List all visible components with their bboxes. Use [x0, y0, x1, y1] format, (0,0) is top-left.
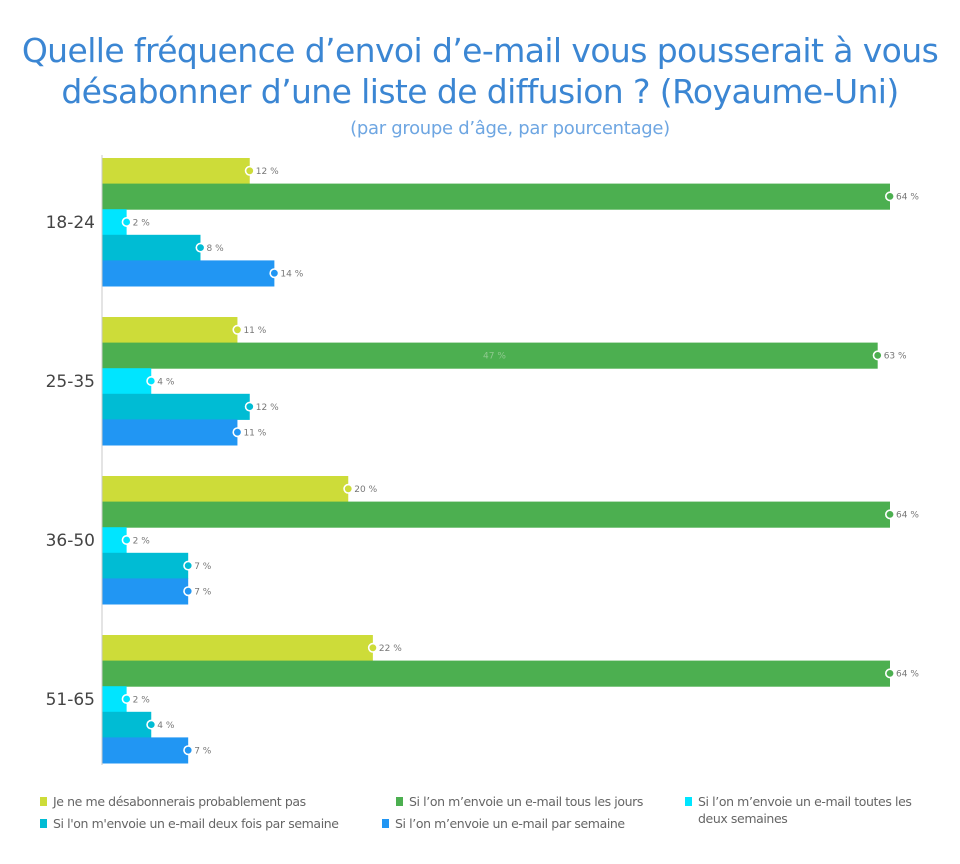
bar-36-50-series-3[interactable] — [102, 552, 189, 579]
data-point-marker — [121, 693, 132, 704]
bar-51-65-series-4[interactable] — [102, 737, 189, 764]
bar-18-24-series-4[interactable] — [102, 260, 275, 287]
data-label: 4 % — [157, 377, 175, 387]
legend-item[interactable]: Si l'on m'envoie un e-mail deux fois par… — [40, 815, 339, 832]
data-label: 8 % — [207, 244, 225, 254]
legend-item[interactable]: Si l’on m’envoie un e-mail par semaine — [382, 815, 625, 832]
data-label: 2 % — [133, 695, 151, 705]
y-tick-label: 36-50 — [46, 531, 95, 551]
legend-swatch — [382, 819, 389, 828]
bar-36-50-series-0[interactable] — [102, 476, 349, 503]
annotation-label: 47 % — [483, 351, 506, 361]
data-point-marker — [884, 509, 895, 520]
chart-title-line-2: désabonner d’une liste de diffusion ? (R… — [61, 72, 899, 111]
data-point-marker — [146, 375, 157, 386]
legend-swatch — [40, 819, 47, 828]
data-point-marker — [884, 668, 895, 679]
data-point-marker — [183, 586, 194, 597]
data-point-marker — [195, 242, 206, 253]
data-label: 7 % — [194, 747, 212, 757]
legend-item[interactable]: Si l’on m’envoie un e-mail tous les jour… — [396, 793, 643, 810]
data-point-marker — [232, 324, 243, 335]
bar-25-35-series-0[interactable] — [102, 317, 238, 344]
legend-label: Si l'on m'envoie un e-mail deux fois par… — [53, 816, 339, 831]
data-label: 22 % — [379, 644, 402, 654]
data-label: 12 % — [256, 167, 279, 177]
bars-layer — [102, 158, 890, 764]
data-label: 7 % — [194, 562, 212, 572]
legend-swatch — [685, 797, 692, 806]
data-point-marker — [367, 642, 378, 653]
data-label: 7 % — [194, 588, 212, 598]
data-label: 64 % — [896, 193, 919, 203]
data-label: 2 % — [133, 218, 151, 228]
bar-36-50-series-1[interactable] — [102, 501, 890, 528]
bar-25-35-series-4[interactable] — [102, 419, 238, 446]
data-labels-layer: 12 % 64 % 2 % 8 % 14 % 11 % 63 % 4 % 12 % 11 % 20 … — [121, 165, 919, 757]
legend-item[interactable]: Je ne me désabonnerais probablement pas — [40, 793, 306, 810]
data-point-marker — [244, 165, 255, 176]
chart-title-line-1: Quelle fréquence d’envoi d’e-mail vous p… — [21, 31, 939, 70]
legend-label: Si l’on m’envoie un e-mail tous les jour… — [409, 794, 643, 809]
data-label: 11 % — [243, 326, 266, 336]
data-label: 2 % — [133, 536, 151, 546]
bar-25-35-series-3[interactable] — [102, 393, 250, 420]
chart-subtitle: (par groupe d’âge, par pourcentage) — [350, 118, 670, 139]
bar-25-35-series-1[interactable] — [102, 342, 878, 369]
legend-item[interactable]: Si l’on m’envoie un e-mail toutes les de… — [685, 793, 923, 827]
legend-swatch — [40, 797, 47, 806]
bar-51-65-series-0[interactable] — [102, 635, 373, 662]
legend-label: Si l’on m’envoie un e-mail par semaine — [395, 816, 625, 831]
data-label: 12 % — [256, 403, 279, 413]
bar-25-35-series-2[interactable] — [102, 368, 152, 395]
y-axis-ticks: 18-24 25-35 36-50 51-65 — [46, 213, 95, 710]
data-point-marker — [121, 217, 132, 228]
legend-label: Je ne me désabonnerais probablement pas — [53, 794, 306, 809]
bar-18-24-series-0[interactable] — [102, 158, 250, 185]
data-point-marker — [884, 191, 895, 202]
data-point-marker — [183, 560, 194, 571]
bar-18-24-series-3[interactable] — [102, 234, 201, 261]
data-point-marker — [872, 350, 883, 361]
y-tick-label: 25-35 — [46, 372, 95, 392]
data-label: 4 % — [157, 721, 175, 731]
data-label: 64 % — [896, 670, 919, 680]
data-point-marker — [343, 483, 354, 494]
data-label: 64 % — [896, 511, 919, 521]
data-point-marker — [121, 534, 132, 545]
data-label: 14 % — [280, 270, 303, 280]
data-point-marker — [232, 427, 243, 438]
data-point-marker — [183, 745, 194, 756]
chart-title: Quelle fréquence d’envoi d’e-mail vous p… — [0, 30, 960, 112]
data-label: 11 % — [243, 429, 266, 439]
legend-label: Si l’on m’envoie un e-mail toutes les de… — [698, 794, 912, 826]
bar-18-24-series-1[interactable] — [102, 183, 890, 210]
y-tick-label: 18-24 — [46, 213, 95, 233]
y-tick-label: 51-65 — [46, 690, 95, 710]
bar-51-65-series-3[interactable] — [102, 711, 152, 738]
data-point-marker — [244, 401, 255, 412]
data-point-marker — [146, 719, 157, 730]
data-point-marker — [269, 268, 280, 279]
legend-swatch — [396, 797, 403, 806]
data-label: 20 % — [354, 485, 377, 495]
bar-51-65-series-1[interactable] — [102, 660, 890, 687]
data-label: 63 % — [884, 352, 907, 362]
bar-36-50-series-4[interactable] — [102, 578, 189, 605]
